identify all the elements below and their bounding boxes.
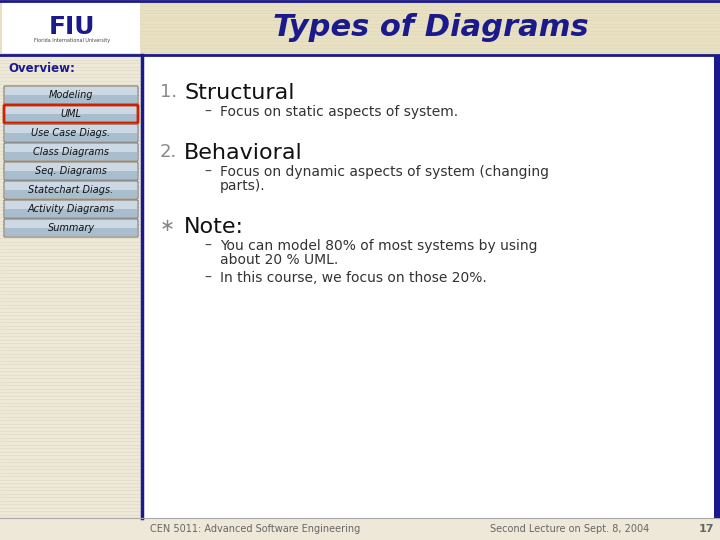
Text: –: – bbox=[204, 271, 211, 285]
Text: Summary: Summary bbox=[48, 223, 94, 233]
Text: You can model 80% of most systems by using: You can model 80% of most systems by usi… bbox=[220, 239, 538, 253]
Bar bbox=[5, 171, 137, 179]
Bar bbox=[5, 228, 137, 236]
Bar bbox=[144, 55, 718, 518]
Bar bbox=[5, 133, 137, 141]
Text: UML: UML bbox=[60, 109, 81, 119]
Text: Statechart Diags.: Statechart Diags. bbox=[28, 185, 114, 195]
Bar bbox=[5, 144, 137, 152]
Text: Behavioral: Behavioral bbox=[184, 143, 302, 163]
Text: –: – bbox=[204, 105, 211, 119]
Bar bbox=[5, 209, 137, 217]
Text: Types of Diagrams: Types of Diagrams bbox=[273, 13, 589, 42]
Text: about 20 % UML.: about 20 % UML. bbox=[220, 253, 338, 267]
Text: Seq. Diagrams: Seq. Diagrams bbox=[35, 166, 107, 176]
Text: Florida International University: Florida International University bbox=[34, 38, 110, 43]
Bar bbox=[0, 0, 720, 55]
Bar bbox=[5, 125, 137, 133]
Text: –: – bbox=[204, 165, 211, 179]
Text: –: – bbox=[204, 239, 211, 253]
Bar bbox=[5, 201, 137, 209]
Text: Activity Diagrams: Activity Diagrams bbox=[27, 204, 114, 214]
Text: parts).: parts). bbox=[220, 179, 266, 193]
Bar bbox=[0, 518, 720, 540]
Text: Focus on dynamic aspects of system (changing: Focus on dynamic aspects of system (chan… bbox=[220, 165, 549, 179]
Text: 17: 17 bbox=[698, 524, 714, 534]
Bar bbox=[5, 190, 137, 198]
Text: CEN 5011: Advanced Software Engineering: CEN 5011: Advanced Software Engineering bbox=[150, 524, 360, 534]
Bar bbox=[5, 163, 137, 171]
Text: Use Case Diags.: Use Case Diags. bbox=[32, 128, 111, 138]
Text: 2.: 2. bbox=[160, 143, 177, 161]
Text: In this course, we focus on those 20%.: In this course, we focus on those 20%. bbox=[220, 271, 487, 285]
Text: 1.: 1. bbox=[160, 83, 177, 101]
Text: Class Diagrams: Class Diagrams bbox=[33, 147, 109, 157]
Bar bbox=[5, 114, 137, 122]
Bar bbox=[2, 2, 140, 53]
Text: Second Lecture on Sept. 8, 2004: Second Lecture on Sept. 8, 2004 bbox=[490, 524, 649, 534]
Bar bbox=[0, 55, 142, 518]
Text: FIU: FIU bbox=[49, 16, 95, 39]
Text: ∗: ∗ bbox=[160, 217, 175, 235]
Bar bbox=[5, 220, 137, 228]
Bar bbox=[5, 106, 137, 114]
Text: Overview:: Overview: bbox=[8, 63, 75, 76]
Text: Modeling: Modeling bbox=[49, 90, 94, 100]
Bar bbox=[714, 55, 720, 518]
Text: Note:: Note: bbox=[184, 217, 244, 237]
Bar bbox=[5, 95, 137, 103]
Text: Structural: Structural bbox=[184, 83, 294, 103]
Bar bbox=[5, 182, 137, 190]
Bar bbox=[5, 87, 137, 95]
Text: Focus on static aspects of system.: Focus on static aspects of system. bbox=[220, 105, 458, 119]
Bar bbox=[5, 152, 137, 160]
